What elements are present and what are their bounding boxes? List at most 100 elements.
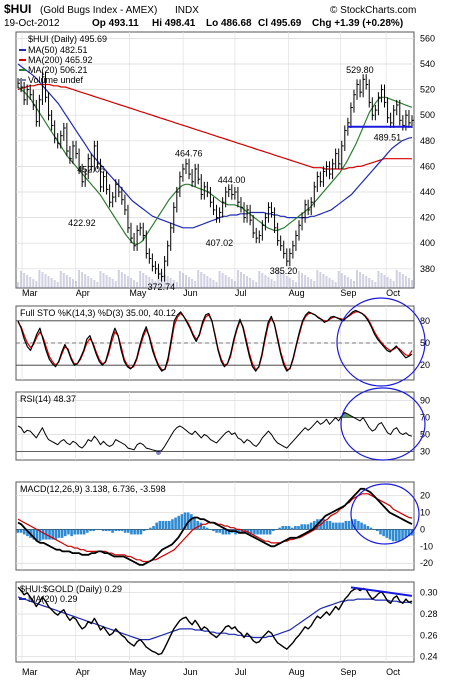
- volume-bar: [32, 279, 35, 288]
- change: Chg +1.39 (+0.28%): [312, 18, 403, 29]
- macd-hist-bar: [60, 529, 64, 538]
- annotations: [336, 125, 426, 597]
- macd-hist-bar: [76, 529, 80, 535]
- volume-bar: [172, 280, 175, 288]
- macd-hist-bar: [221, 529, 225, 535]
- rsi-axis-tick-label: 90: [420, 396, 430, 406]
- sto-circle: [336, 297, 426, 387]
- rsi-title: RSI(14) 48.37: [20, 394, 76, 404]
- macd-hist-bar: [265, 529, 269, 535]
- macd-hist-bar: [306, 524, 310, 530]
- macd-hist-bar: [51, 529, 54, 540]
- volume-bar: [215, 282, 218, 288]
- volume-bar: [340, 273, 343, 288]
- macd-hist-bar: [350, 519, 354, 530]
- volume-bar: [90, 278, 93, 288]
- price-axis-tick-label: 560: [420, 33, 435, 43]
- volume-bar: [349, 279, 352, 288]
- credit: © StockCharts.com: [330, 5, 416, 16]
- volume-bar: [93, 280, 96, 288]
- volume-bar: [38, 270, 41, 288]
- ratio-line: [17, 586, 413, 656]
- volume-bar: [75, 281, 78, 288]
- volume-bar: [166, 276, 169, 288]
- volume-bar: [126, 276, 129, 288]
- volume-bar: [294, 282, 297, 288]
- volume-bar: [56, 282, 59, 288]
- macd-hist-bar: [73, 529, 77, 535]
- macd-axis-tick-label: 0: [420, 524, 425, 534]
- volume-bar: [352, 281, 355, 288]
- volume-bar: [78, 270, 81, 288]
- volume-bar: [44, 274, 47, 288]
- macd-hist-bar: [202, 526, 206, 530]
- volume-bar: [139, 271, 142, 288]
- x-tick-label: Apr: [76, 288, 90, 298]
- ratio-legend-entry: MA(20) 0.29: [28, 594, 78, 604]
- volume-bar: [359, 272, 362, 288]
- price-axis-tick-label: 420: [420, 213, 435, 223]
- ratio-panel: 0.24 0.26 0.28 0.30 $HUI:$GOLD (Daily) 0.29M…: [15, 581, 438, 663]
- macd-hist-bar: [407, 529, 411, 537]
- volume-bar: [343, 275, 346, 288]
- macd-title: MACD(12,26,9) 3.138, 6.736, -3.598: [20, 484, 166, 494]
- volume-bar: [291, 280, 294, 288]
- volume-bar: [362, 274, 365, 288]
- macd-hist-bar: [180, 514, 184, 530]
- macd-hist-bar: [16, 529, 20, 533]
- volume-bar: [230, 279, 233, 288]
- price-axis-tick-label: 460: [420, 161, 435, 171]
- macd-hist-bar: [284, 526, 288, 530]
- macd-hist-bar: [205, 527, 209, 530]
- volume-bar: [68, 277, 71, 288]
- volume-bar: [197, 270, 200, 288]
- macd-hist-bar: [167, 520, 171, 530]
- macd-hist-bar: [366, 526, 370, 530]
- macd-hist-bar: [26, 529, 29, 537]
- macd-hist-bar: [111, 529, 114, 533]
- macd-hist-bar: [404, 529, 407, 538]
- volume-bar: [380, 273, 383, 288]
- volume-bar: [334, 282, 337, 288]
- macd-hist-bar: [23, 529, 26, 535]
- volume-bar: [53, 280, 56, 288]
- volume-bar: [181, 273, 184, 288]
- volume-bar: [401, 274, 404, 288]
- volume-bar: [258, 271, 261, 288]
- macd-hist-bar: [133, 529, 136, 535]
- volume-bar: [206, 276, 209, 288]
- price-axis-tick-label: 380: [420, 264, 435, 274]
- rsi-overbought-fill: [323, 412, 370, 418]
- macd-hist-bar: [347, 520, 351, 530]
- x-tick-label: Sep: [340, 667, 356, 677]
- macd-hist-bar: [322, 519, 326, 530]
- volume-bar: [276, 270, 279, 288]
- macd-hist-bar: [152, 526, 155, 530]
- rsi-axis-tick-label: 70: [420, 413, 430, 423]
- volume-bar: [264, 275, 267, 288]
- macd-hist-bar: [341, 522, 344, 530]
- ratio-resistance-line: [350, 586, 413, 597]
- volume-bar: [23, 273, 26, 288]
- volume-bar: [17, 282, 19, 288]
- macd-hist-bar: [312, 520, 316, 530]
- volume-bar: [252, 280, 255, 288]
- macd-hist-bar: [338, 522, 341, 530]
- volume-bar: [331, 280, 334, 288]
- volume-bar: [59, 271, 62, 288]
- ratio-title: $HUI:$GOLD (Daily) 0.29: [20, 584, 122, 594]
- macd-hist-bar: [398, 529, 401, 542]
- volume-bar: [255, 282, 258, 288]
- symbol: $HUI: [4, 2, 31, 16]
- ma20-line: [17, 86, 413, 246]
- macd-hist-bar: [344, 520, 348, 530]
- price-annotation: 529.80: [346, 65, 374, 75]
- volume-bar: [389, 279, 392, 288]
- x-tick-label: Oct: [386, 288, 401, 298]
- price-annotation: 422.92: [68, 218, 96, 228]
- price-annotation: 372.74: [148, 282, 176, 292]
- macd-hist-bar: [369, 527, 373, 530]
- volume-bar: [133, 280, 136, 288]
- price-title: $HUI (Daily) 495.69: [28, 34, 107, 44]
